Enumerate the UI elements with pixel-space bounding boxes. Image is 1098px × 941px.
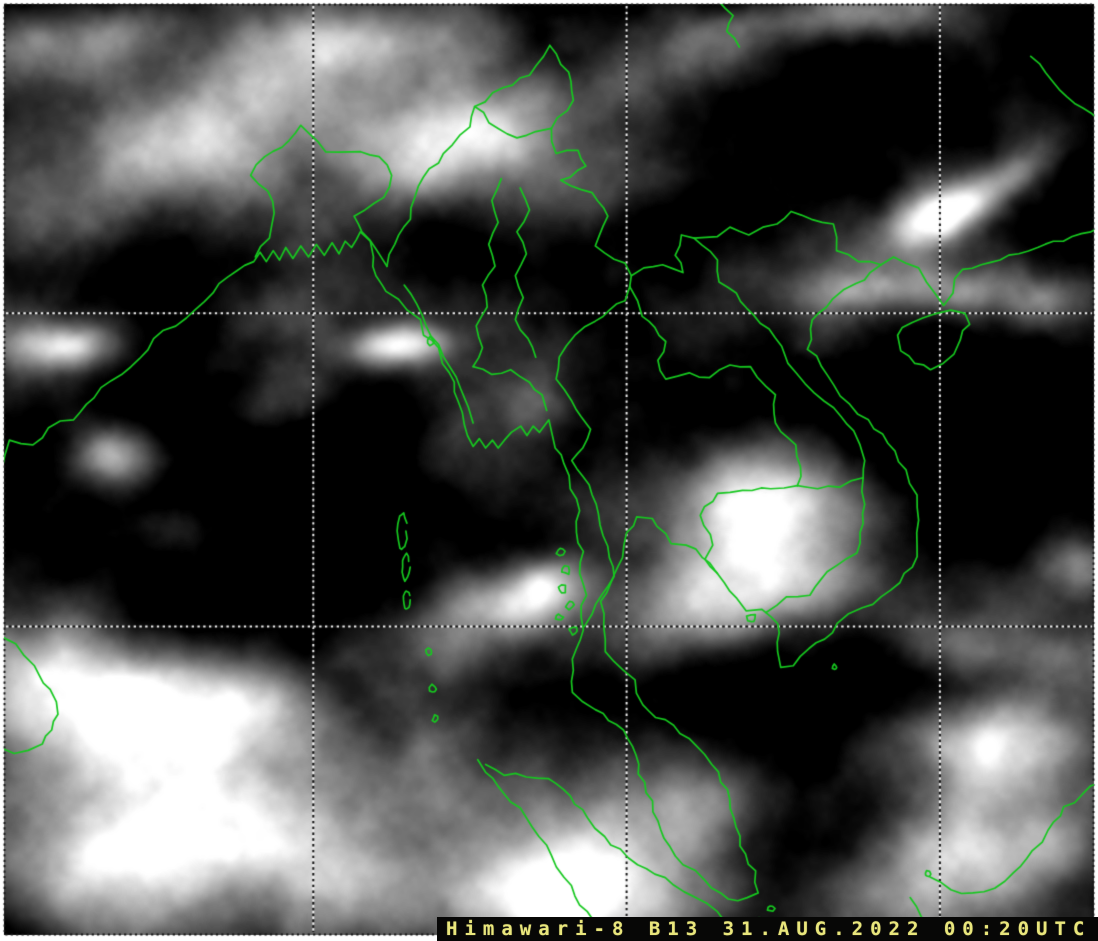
caption-text: Himawari-8 B13 31.AUG.2022 00:20UTC	[446, 918, 1092, 940]
caption-bar: Himawari-8 B13 31.AUG.2022 00:20UTC	[437, 917, 1098, 941]
